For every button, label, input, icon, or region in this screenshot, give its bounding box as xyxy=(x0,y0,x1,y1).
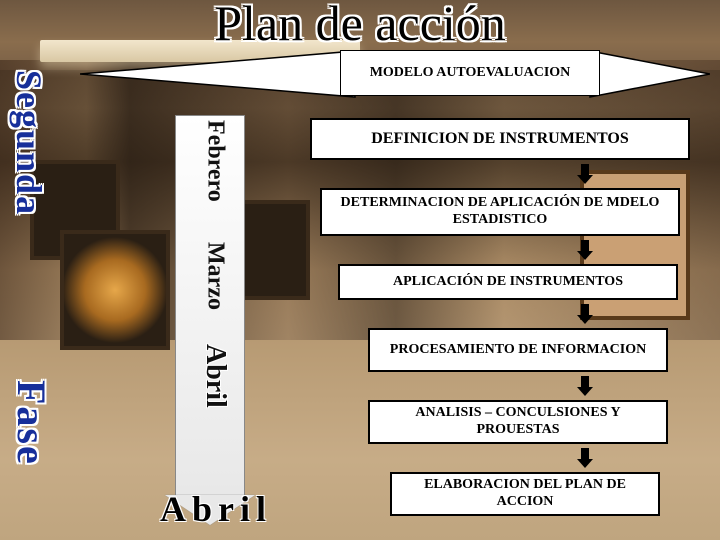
down-arrow-icon xyxy=(577,164,593,184)
down-arrow-icon xyxy=(577,448,593,468)
step-label: DEFINICION DE INSTRUMENTOS xyxy=(371,129,629,148)
top-box-modelo: MODELO AUTOEVALUACION xyxy=(340,50,600,96)
step-label: ANALISIS – CONCULSIONES Y PROUESTAS xyxy=(378,405,658,439)
step-box-1: DEFINICION DE INSTRUMENTOS xyxy=(310,118,690,160)
step-box-4: PROCESAMIENTO DE INFORMACION xyxy=(368,328,668,372)
top-box-label: MODELO AUTOEVALUACION xyxy=(370,65,571,81)
down-arrow-icon xyxy=(577,240,593,260)
month-abril-large: Abril xyxy=(160,488,272,530)
phase-label-fase: Fase xyxy=(8,380,55,520)
month-abril-small: Abril xyxy=(199,344,231,444)
step-label: ELABORACION DEL PLAN DE ACCION xyxy=(400,477,650,511)
slide-title: Plan de acción xyxy=(214,0,506,52)
down-arrow-icon xyxy=(577,376,593,396)
step-box-2: DETERMINACION DE APLICACIÓN DE MDELO EST… xyxy=(320,188,680,236)
step-label: PROCESAMIENTO DE INFORMACION xyxy=(390,342,646,359)
step-label: DETERMINACION DE APLICACIÓN DE MDELO EST… xyxy=(330,195,670,229)
bg-board xyxy=(60,230,170,350)
down-arrow-icon xyxy=(577,304,593,324)
step-box-6: ELABORACION DEL PLAN DE ACCION xyxy=(390,472,660,516)
step-box-3: APLICACIÓN DE INSTRUMENTOS xyxy=(338,264,678,300)
step-label: APLICACIÓN DE INSTRUMENTOS xyxy=(393,274,623,291)
step-box-5: ANALISIS – CONCULSIONES Y PROUESTAS xyxy=(368,400,668,444)
month-febrero: Febrero xyxy=(202,120,229,240)
steps-column: DEFINICION DE INSTRUMENTOS DETERMINACION… xyxy=(310,118,710,516)
month-column: Febrero Marzo Abril xyxy=(195,120,235,530)
month-marzo: Marzo xyxy=(202,242,229,342)
phase-label-segunda: Segunda xyxy=(8,70,50,330)
